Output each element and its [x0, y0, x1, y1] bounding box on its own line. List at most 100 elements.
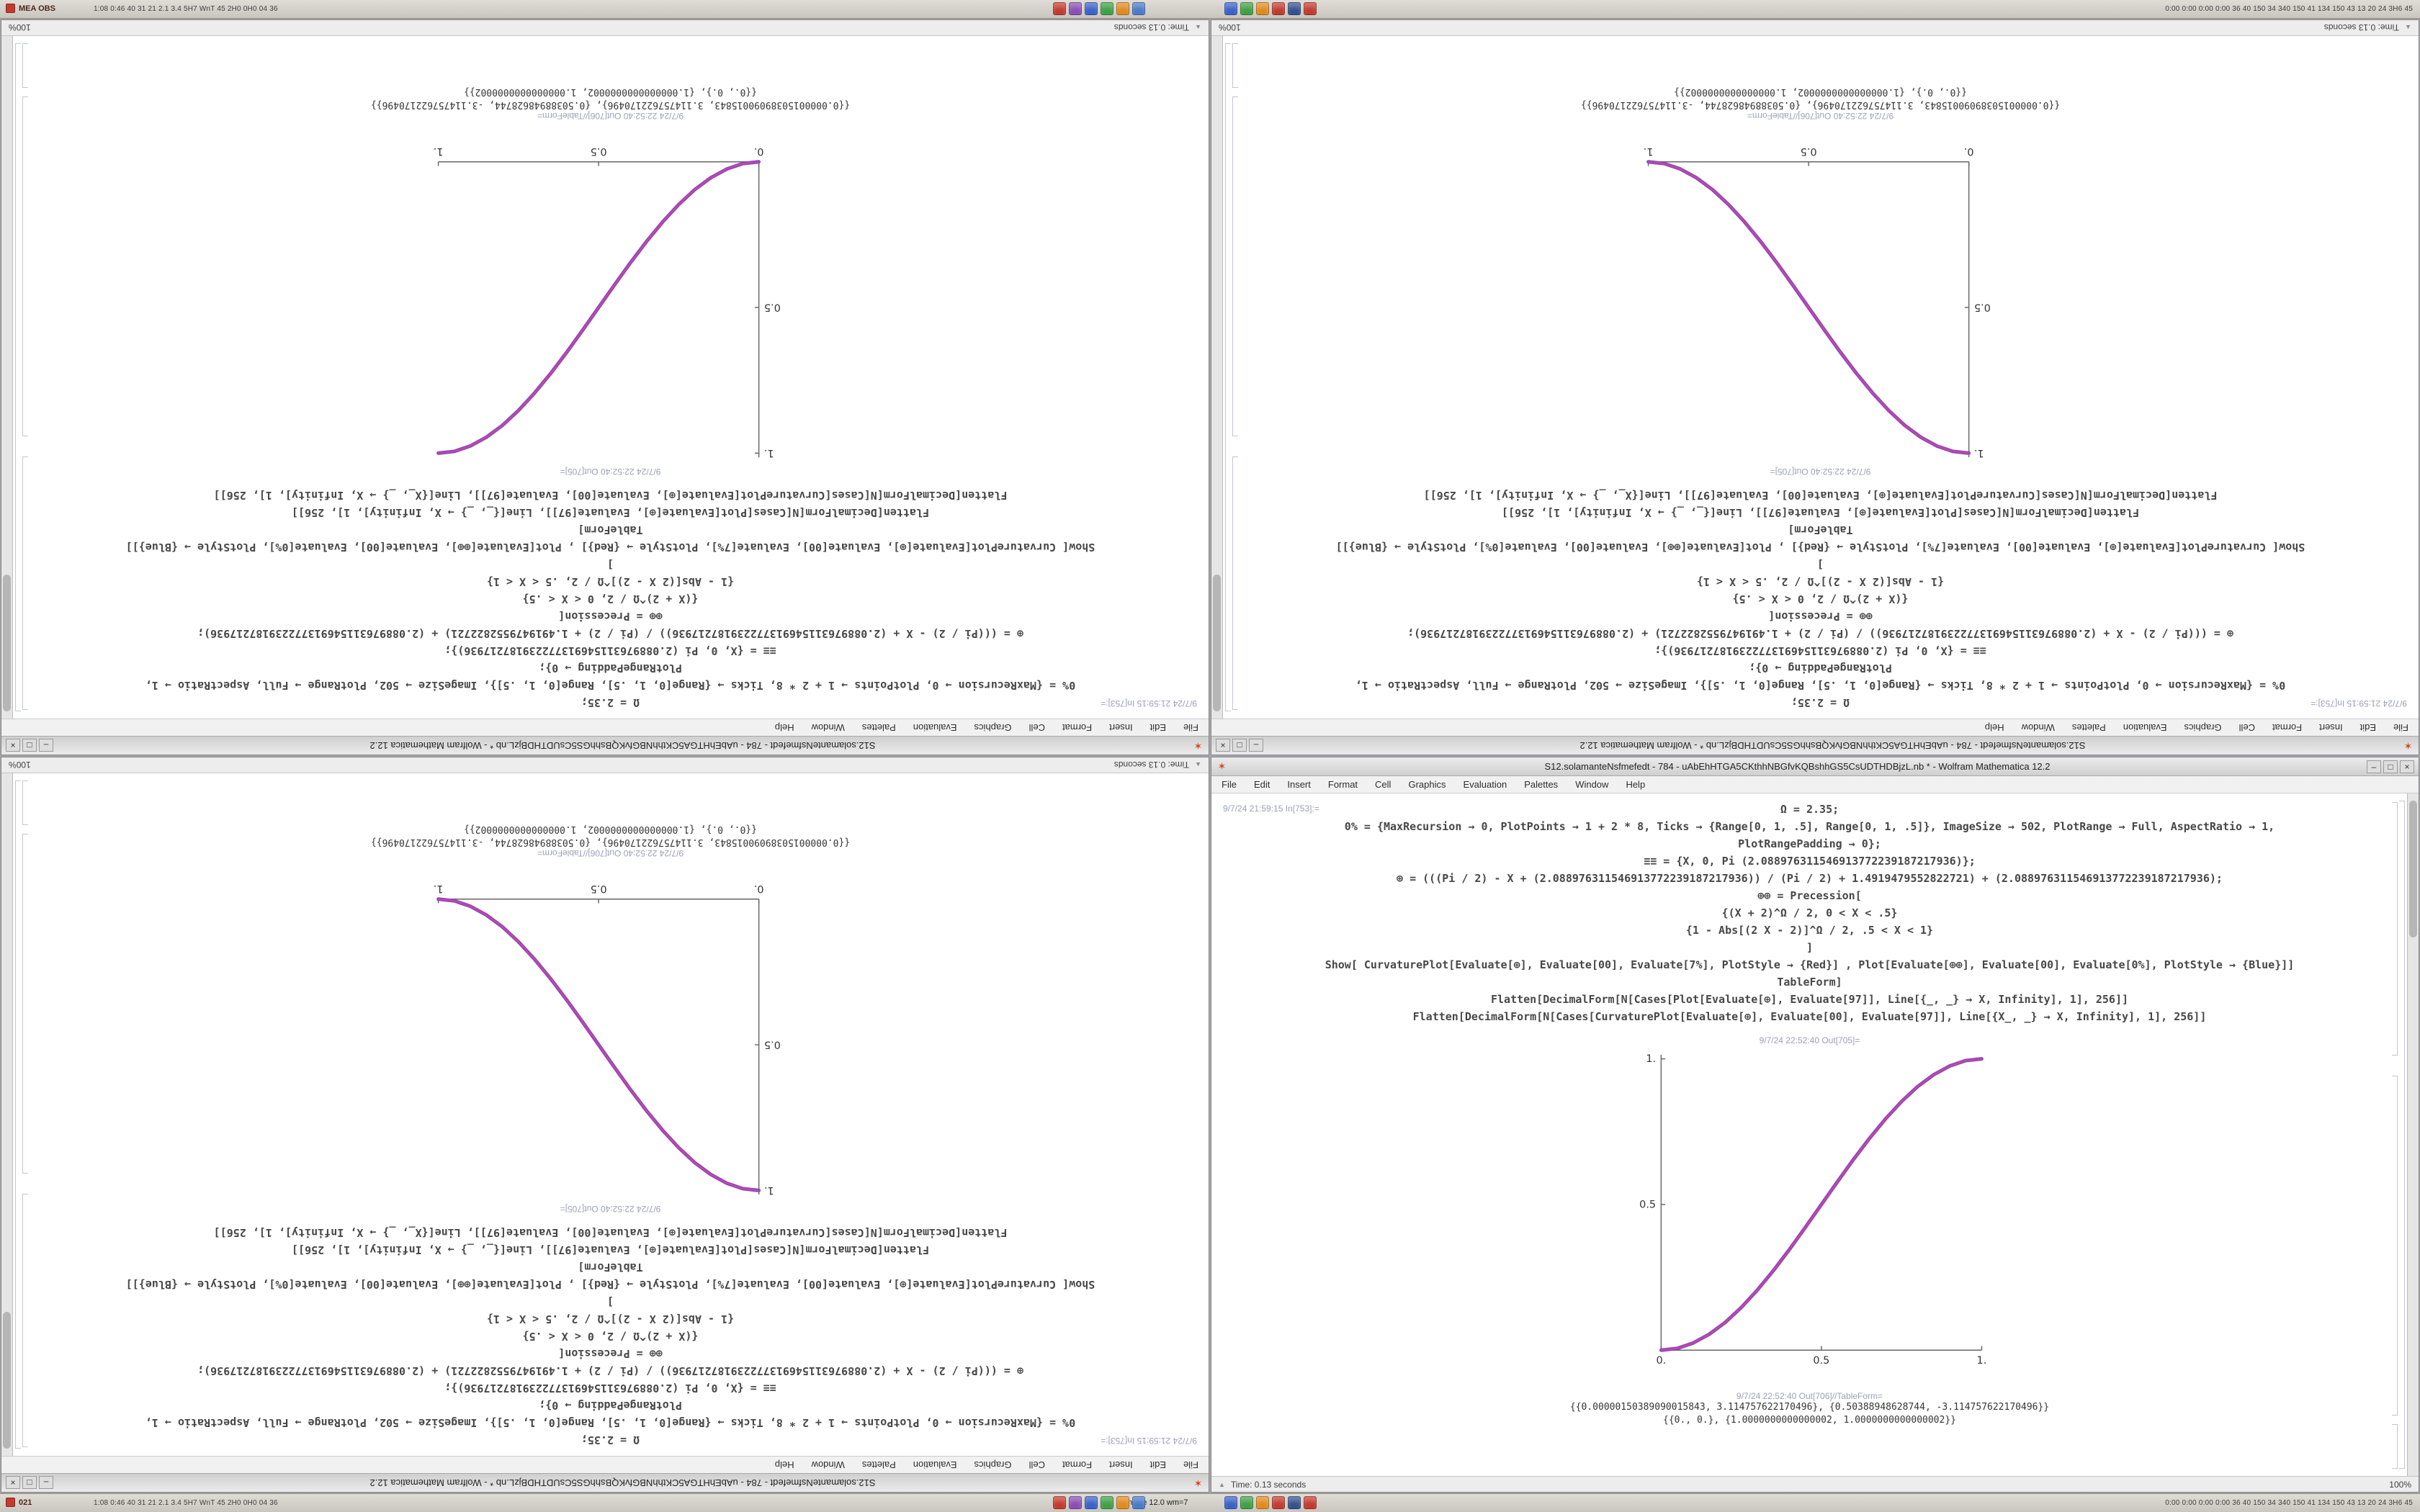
menu-item-format[interactable]: Format	[1327, 779, 1358, 790]
window-titlebar[interactable]: ✶ S12.solamanteNsfmefedt - 784 - uAbEhHT…	[1211, 736, 2419, 755]
notebook-content[interactable]: 9/7/24 21:59:15 In[753]:= Ω = 2.35; 0% =…	[12, 36, 1209, 719]
menu-item-help[interactable]: Help	[774, 722, 794, 733]
vertical-scrollbar[interactable]	[1211, 36, 1223, 719]
menu-item-palettes[interactable]: Palettes	[1524, 779, 1559, 790]
menu-item-cell[interactable]: Cell	[2238, 722, 2255, 733]
cell-bracket[interactable]	[1232, 456, 1238, 710]
menu-item-window[interactable]: Window	[2021, 722, 2055, 733]
taskbar-app-icon[interactable]	[1101, 2, 1113, 15]
taskbar-app-icon[interactable]	[1256, 2, 1269, 15]
cell-bracket[interactable]	[22, 780, 28, 825]
input-cell[interactable]: Ω = 2.35; 0% = {MaxRecursion → 0, PlotPo…	[102, 1224, 1119, 1449]
maximize-button[interactable]: □	[1232, 739, 1247, 752]
zoom-level[interactable]: 100%	[2389, 1479, 2411, 1490]
menu-item-graphics[interactable]: Graphics	[974, 722, 1012, 733]
menu-item-edit[interactable]: Edit	[1150, 722, 1167, 733]
vertical-scrollbar[interactable]	[1, 773, 13, 1456]
taskbar-app-icon[interactable]	[1288, 2, 1301, 15]
taskbar-app-icon[interactable]	[1240, 2, 1253, 15]
taskbar-app-icon[interactable]	[1288, 1496, 1301, 1509]
cell-bracket[interactable]	[22, 43, 28, 88]
menu-item-format[interactable]: Format	[1062, 722, 1093, 733]
menu-item-graphics[interactable]: Graphics	[974, 1459, 1012, 1470]
taskbar-app-icon[interactable]	[1132, 1496, 1145, 1509]
menu-item-cell[interactable]: Cell	[1028, 1459, 1045, 1470]
cell-bracket[interactable]	[22, 96, 28, 436]
input-cell[interactable]: Ω = 2.35; 0% = {MaxRecursion → 0, PlotPo…	[1301, 801, 2318, 1025]
window-titlebar[interactable]: ✶ S12.solamanteNsfmefedt - 784 - uAbEhHT…	[1, 1473, 1209, 1492]
menu-item-evaluation[interactable]: Evaluation	[913, 1459, 957, 1470]
menu-item-insert[interactable]: Insert	[1109, 1459, 1133, 1470]
menu-item-evaluation[interactable]: Evaluation	[2123, 722, 2167, 733]
close-button[interactable]: ×	[1216, 739, 1230, 752]
menu-item-palettes[interactable]: Palettes	[2071, 722, 2106, 733]
cell-bracket[interactable]	[15, 780, 21, 1449]
minimize-button[interactable]: –	[39, 739, 53, 752]
scrollbar-thumb[interactable]	[3, 1312, 11, 1449]
minimize-button[interactable]: –	[39, 1476, 53, 1490]
cell-bracket[interactable]	[2399, 801, 2405, 1469]
menu-item-graphics[interactable]: Graphics	[2184, 722, 2222, 733]
menu-item-edit[interactable]: Edit	[1150, 1459, 1167, 1470]
taskbar-app-icon[interactable]	[1116, 1496, 1129, 1509]
taskbar-app-icon[interactable]	[1053, 1496, 1066, 1509]
input-cell[interactable]: Ω = 2.35; 0% = {MaxRecursion → 0, PlotPo…	[1312, 487, 2329, 711]
hide-suggestions-arrow[interactable]: ▲	[1195, 761, 1201, 769]
vertical-scrollbar[interactable]	[1, 36, 13, 719]
menu-item-help[interactable]: Help	[1984, 722, 2004, 733]
maximize-button[interactable]: □	[22, 739, 37, 752]
menu-item-window[interactable]: Window	[1575, 779, 1609, 790]
close-button[interactable]: ×	[6, 1476, 20, 1490]
menu-item-evaluation[interactable]: Evaluation	[1463, 779, 1507, 790]
taskbar-app-icon[interactable]	[1240, 1496, 1253, 1509]
hide-suggestions-arrow[interactable]: ▲	[1195, 24, 1201, 32]
menu-item-file[interactable]: File	[1183, 722, 1198, 733]
notebook-content[interactable]: 9/7/24 21:59:15 In[753]:= Ω = 2.35; 0% =…	[12, 773, 1209, 1456]
close-button[interactable]: ×	[2400, 760, 2414, 773]
cell-bracket[interactable]	[2392, 1076, 2398, 1416]
window-titlebar[interactable]: ✶ S12.solamanteNsfmefedt - 784 - uAbEhHT…	[1211, 757, 2419, 776]
taskbar-app-icon[interactable]	[1272, 2, 1285, 15]
scrollbar-thumb[interactable]	[2409, 801, 2417, 937]
hide-suggestions-arrow[interactable]: ▲	[2405, 24, 2411, 32]
maximize-button[interactable]: □	[2383, 760, 2398, 773]
taskbar-app-icon[interactable]	[1256, 1496, 1269, 1509]
cell-bracket[interactable]	[22, 834, 28, 1174]
menu-item-help[interactable]: Help	[1626, 779, 1646, 790]
menu-item-help[interactable]: Help	[774, 1459, 794, 1470]
cell-bracket[interactable]	[1225, 43, 1231, 711]
taskbar-app-icon[interactable]	[1116, 2, 1129, 15]
menu-item-file[interactable]: File	[1183, 1459, 1198, 1470]
minimize-button[interactable]: –	[1249, 739, 1263, 752]
taskbar-app-icon[interactable]	[1069, 1496, 1082, 1509]
scrollbar-thumb[interactable]	[3, 575, 11, 711]
hide-suggestions-arrow[interactable]: ▲	[1219, 1480, 1225, 1488]
maximize-button[interactable]: □	[22, 1476, 37, 1490]
menu-item-cell[interactable]: Cell	[1028, 722, 1045, 733]
menu-item-evaluation[interactable]: Evaluation	[913, 722, 957, 733]
menu-item-edit[interactable]: Edit	[1253, 779, 1270, 790]
cell-bracket[interactable]	[1232, 96, 1238, 436]
zoom-level[interactable]: 100%	[9, 760, 31, 770]
menu-item-insert[interactable]: Insert	[1287, 779, 1311, 790]
notebook-content[interactable]: 9/7/24 21:59:15 In[753]:= Ω = 2.35; 0% =…	[1222, 36, 2419, 719]
menu-item-cell[interactable]: Cell	[1375, 779, 1392, 790]
taskbar-app-icon[interactable]	[1085, 2, 1098, 15]
scrollbar-thumb[interactable]	[1213, 575, 1221, 711]
cell-bracket[interactable]	[22, 1194, 28, 1447]
taskbar-app-icon[interactable]	[1069, 2, 1082, 15]
taskbar-app-icon[interactable]	[1304, 2, 1317, 15]
menu-item-format[interactable]: Format	[2272, 722, 2303, 733]
notebook-content[interactable]: 9/7/24 21:59:15 In[753]:= Ω = 2.35; 0% =…	[1211, 793, 2408, 1476]
cell-bracket[interactable]	[2392, 1424, 2398, 1469]
menu-item-file[interactable]: File	[2393, 722, 2408, 733]
taskbar-app-icon[interactable]	[1224, 1496, 1237, 1509]
taskbar-app-icon[interactable]	[1053, 2, 1066, 15]
zoom-level[interactable]: 100%	[9, 22, 31, 33]
taskbar-app-icon[interactable]	[1304, 1496, 1317, 1509]
menu-item-insert[interactable]: Insert	[2319, 722, 2343, 733]
close-button[interactable]: ×	[6, 739, 20, 752]
menu-item-insert[interactable]: Insert	[1109, 722, 1133, 733]
zoom-level[interactable]: 100%	[1219, 22, 1241, 33]
menu-item-window[interactable]: Window	[811, 722, 845, 733]
